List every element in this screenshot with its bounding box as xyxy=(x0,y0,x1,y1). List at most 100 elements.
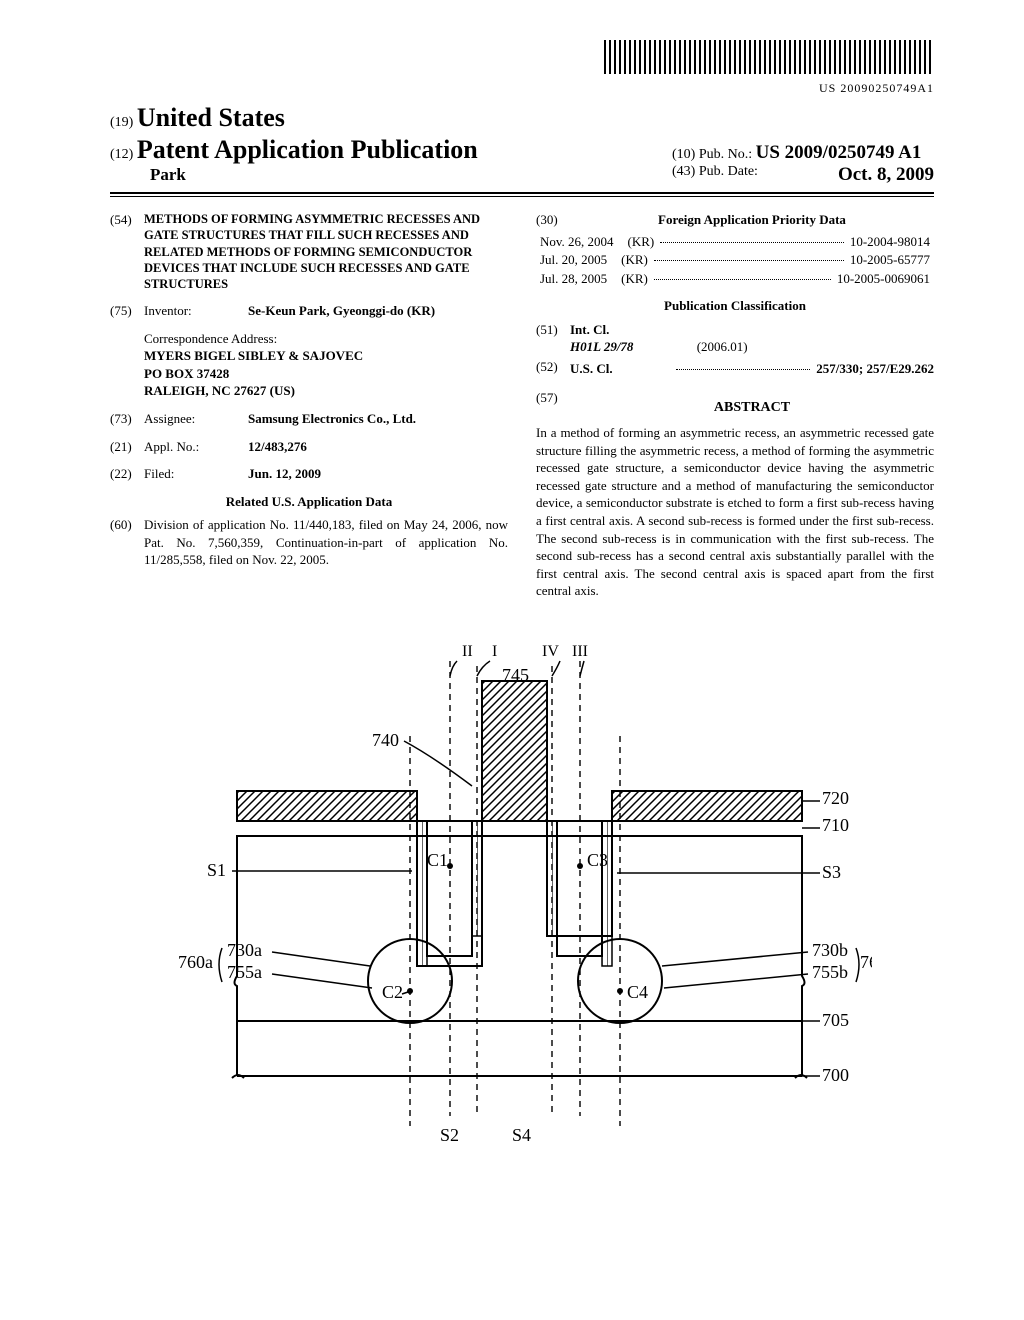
label-I: I xyxy=(492,643,497,660)
label-730b: 730b xyxy=(812,940,848,960)
corr-line1: MYERS BIGEL SIBLEY & SAJOVEC xyxy=(144,347,508,365)
priority-date: Jul. 28, 2005 xyxy=(540,270,607,288)
code-75: (75) xyxy=(110,302,144,320)
uscl-value-text: 257/330; 257/E29.262 xyxy=(816,361,934,376)
code-60: (60) xyxy=(110,516,144,569)
inventor-label: Inventor: xyxy=(144,302,248,320)
rule-thick xyxy=(110,192,934,194)
priority-row: Jul. 20, 2005 (KR) 10-2005-65777 xyxy=(540,251,930,269)
code-12: (12) xyxy=(110,147,133,162)
code-22: (22) xyxy=(110,465,144,483)
priority-cc: (KR) xyxy=(628,233,655,251)
left-column: (54) METHODS OF FORMING ASYMMETRIC RECES… xyxy=(110,211,508,600)
title-field: (54) METHODS OF FORMING ASYMMETRIC RECES… xyxy=(110,211,508,292)
abstract-text: In a method of forming an asymmetric rec… xyxy=(536,424,934,599)
dots xyxy=(676,360,810,370)
label-S1: S1 xyxy=(207,860,226,880)
rule-thin xyxy=(110,196,934,197)
label-IV: IV xyxy=(542,643,559,660)
dots xyxy=(654,251,844,261)
filed-label: Filed: xyxy=(144,465,248,483)
priority-row: Nov. 26, 2004 (KR) 10-2004-98014 xyxy=(540,233,930,251)
label-730a: 730a xyxy=(227,940,262,960)
masthead-country-line: (19) United States xyxy=(110,103,934,133)
label-755a: 755a xyxy=(227,962,262,982)
priority-list: Nov. 26, 2004 (KR) 10-2004-98014 Jul. 20… xyxy=(536,233,934,288)
appl-label: Appl. No.: xyxy=(144,438,248,456)
masthead-right: (10) Pub. No.: US 2009/0250749 A1 (43) P… xyxy=(672,142,934,186)
foreign-title: Foreign Application Priority Data xyxy=(570,211,934,229)
patent-title: METHODS OF FORMING ASYMMETRIC RECESSES A… xyxy=(144,211,508,292)
priority-num: 10-2005-0069061 xyxy=(837,270,930,288)
barcode-text: US 20090250749A1 xyxy=(604,81,934,96)
filed-field: (22) Filed: Jun. 12, 2009 xyxy=(110,465,508,483)
author-name: Park xyxy=(150,165,478,185)
priority-date: Nov. 26, 2004 xyxy=(540,233,614,251)
label-C1: C1 xyxy=(427,850,448,870)
related-text: Division of application No. 11/440,183, … xyxy=(144,516,508,569)
biblio-columns: (54) METHODS OF FORMING ASYMMETRIC RECES… xyxy=(110,211,934,600)
priority-cc: (KR) xyxy=(621,251,648,269)
label-740: 740 xyxy=(372,730,399,750)
pub-date: Oct. 8, 2009 xyxy=(838,164,934,186)
related-data-field: (60) Division of application No. 11/440,… xyxy=(110,516,508,569)
code-21: (21) xyxy=(110,438,144,456)
code-73: (73) xyxy=(110,410,144,428)
priority-num: 10-2004-98014 xyxy=(850,233,930,251)
code-30: (30) xyxy=(536,211,570,229)
barcode: US 20090250749A1 xyxy=(604,40,934,96)
right-column: (30) Foreign Application Priority Data N… xyxy=(536,211,934,600)
abstract-title: ABSTRACT xyxy=(570,399,934,418)
appl-value: 12/483,276 xyxy=(248,438,508,456)
patent-figure-svg: II I IV III 745 740 720 710 S1 S xyxy=(172,626,872,1146)
label-700: 700 xyxy=(822,1065,849,1085)
label-C2: C2 xyxy=(382,982,403,1002)
barcode-lines xyxy=(604,40,934,74)
label-705: 705 xyxy=(822,1010,849,1030)
dots xyxy=(660,233,844,243)
filed-value: Jun. 12, 2009 xyxy=(248,465,508,483)
corr-label: Correspondence Address: xyxy=(144,330,508,348)
correspondence-block: Correspondence Address: MYERS BIGEL SIBL… xyxy=(110,330,508,400)
pub-classification-title: Publication Classification xyxy=(536,297,934,315)
pub-date-label: Pub. Date: xyxy=(699,164,758,179)
label-S2: S2 xyxy=(440,1125,459,1145)
appl-no-field: (21) Appl. No.: 12/483,276 xyxy=(110,438,508,456)
barcode-area: US 20090250749A1 xyxy=(110,40,934,97)
label-C3: C3 xyxy=(587,850,608,870)
code-43: (43) xyxy=(672,164,695,179)
intcl-version: (2006.01) xyxy=(697,339,748,354)
code-54: (54) xyxy=(110,211,144,292)
abstract-header: (57) ABSTRACT xyxy=(536,389,934,424)
uscl-label: U.S. Cl. xyxy=(570,360,670,378)
code-10: (10) xyxy=(672,147,695,162)
code-52: (52) xyxy=(536,358,570,380)
masthead: (19) United States (12) Patent Applicati… xyxy=(110,103,934,186)
pub-no: US 2009/0250749 A1 xyxy=(756,142,922,163)
label-S3: S3 xyxy=(822,862,841,882)
corr-line3: RALEIGH, NC 27627 (US) xyxy=(144,382,508,400)
label-745: 745 xyxy=(502,665,529,685)
priority-num: 10-2005-65777 xyxy=(850,251,930,269)
masthead-left: (12) Patent Application Publication Park xyxy=(110,135,478,185)
label-760b: 760b xyxy=(860,952,872,972)
label-III: III xyxy=(572,643,588,660)
priority-row: Jul. 28, 2005 (KR) 10-2005-0069061 xyxy=(540,270,930,288)
label-C4: C4 xyxy=(627,982,648,1002)
corr-line2: PO BOX 37428 xyxy=(144,365,508,383)
assignee-label: Assignee: xyxy=(144,410,248,428)
inventor-value: Se-Keun Park, Gyeonggi-do (KR) xyxy=(248,302,508,320)
code-51: (51) xyxy=(536,321,570,356)
intcl-label: Int. Cl. xyxy=(570,322,609,337)
label-S4: S4 xyxy=(512,1125,531,1145)
label-760a: 760a xyxy=(178,952,213,972)
priority-date: Jul. 20, 2005 xyxy=(540,251,607,269)
intcl-symbol: H01L 29/78 xyxy=(570,339,633,354)
uscl-value: 257/330; 257/E29.262 xyxy=(816,360,934,378)
label-710: 710 xyxy=(822,815,849,835)
uscl-field: (52) U.S. Cl. 257/330; 257/E29.262 xyxy=(536,358,934,380)
inventor-field: (75) Inventor: Se-Keun Park, Gyeonggi-do… xyxy=(110,302,508,320)
label-720: 720 xyxy=(822,788,849,808)
intcl-field: (51) Int. Cl. H01L 29/78 (2006.01) xyxy=(536,321,934,356)
related-data-title: Related U.S. Application Data xyxy=(110,493,508,511)
